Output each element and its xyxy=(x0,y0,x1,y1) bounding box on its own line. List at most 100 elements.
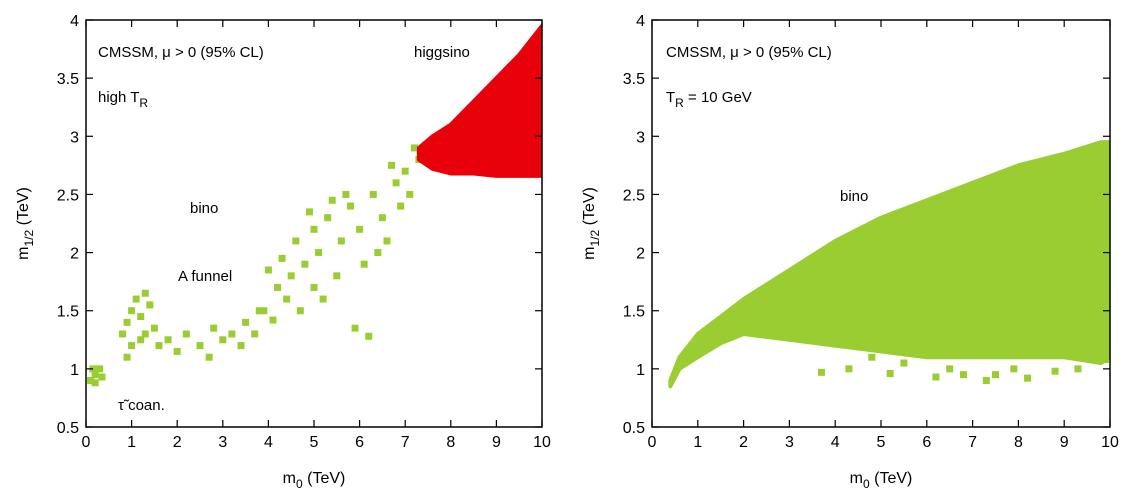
scatter-point xyxy=(141,289,149,297)
scatter-point xyxy=(383,237,391,245)
annotation: τ̃ coan. xyxy=(118,397,165,414)
text-part: τ̃ coan. xyxy=(118,397,165,414)
scatter-point xyxy=(173,347,181,355)
scatter-point xyxy=(1101,356,1109,364)
x-tick-label: 4 xyxy=(831,434,840,451)
scatter-point xyxy=(301,260,309,268)
scatter-point xyxy=(87,376,95,384)
x-tick-label: 0 xyxy=(648,434,657,451)
scatter-point xyxy=(137,313,145,321)
unit: (TeV) xyxy=(303,470,346,487)
text-part: high T xyxy=(98,89,139,106)
subscript: R xyxy=(675,96,684,110)
scatter-point xyxy=(310,225,318,233)
scatter-point xyxy=(118,330,126,338)
scatter-point xyxy=(132,295,140,303)
scatter-point xyxy=(237,342,245,350)
x-tick-label: 3 xyxy=(218,434,227,451)
plot-area xyxy=(87,23,542,387)
annotation: higgsino xyxy=(414,44,470,61)
text-part: CMSSM, μ > 0 (95% CL) xyxy=(666,44,832,61)
annotation: CMSSM, μ > 0 (95% CL) xyxy=(98,44,264,61)
scatter-point xyxy=(378,214,386,222)
x-tick-label: 8 xyxy=(446,434,455,451)
annotation: m0 (TeV) xyxy=(283,470,346,491)
scatter-point xyxy=(410,144,418,152)
plot-frame xyxy=(85,19,543,428)
scatter-point xyxy=(1024,374,1032,382)
scatter-point xyxy=(992,371,999,379)
scatter-point xyxy=(1051,367,1059,375)
annotation: TR = 10 GeV xyxy=(666,89,752,110)
text-part: bino xyxy=(190,200,218,217)
scatter-point xyxy=(1074,365,1082,373)
scatter-point xyxy=(374,249,382,257)
x-tick-label: 4 xyxy=(264,434,273,451)
scatter-point xyxy=(356,225,364,233)
annotation: CMSSM, μ > 0 (95% CL) xyxy=(666,44,832,61)
scatter-point xyxy=(310,283,318,291)
scatter-point xyxy=(155,342,163,350)
scatter-point xyxy=(251,330,259,338)
annotation: m0 (TeV) xyxy=(850,470,913,491)
scatter-point xyxy=(365,332,373,340)
scatter-point xyxy=(868,353,876,361)
x-tick-label: 5 xyxy=(310,434,319,451)
y-tick-label: 1 xyxy=(636,362,645,379)
x-tick-label: 5 xyxy=(877,434,886,451)
annotation: bino xyxy=(190,200,218,217)
x-tick-label: 10 xyxy=(533,434,551,451)
text-part: A funnel xyxy=(178,268,232,285)
scatter-point xyxy=(296,307,304,315)
x-tick-label: 7 xyxy=(401,434,410,451)
y-tick-label: 0.5 xyxy=(623,420,645,437)
x-tick-label: 6 xyxy=(922,434,931,451)
subscript: R xyxy=(139,96,148,110)
scatter-point xyxy=(817,368,825,376)
x-tick-label: 10 xyxy=(1101,434,1119,451)
scatter-point xyxy=(128,342,136,350)
scatter-point xyxy=(932,373,940,381)
scatter-point xyxy=(351,324,359,332)
y-tick-label: 4 xyxy=(70,13,79,30)
scatter-point xyxy=(886,370,894,378)
annotation: high TR xyxy=(98,89,148,110)
y-tick-label: 3.5 xyxy=(623,71,645,88)
text-part: m xyxy=(850,470,863,487)
plot-area xyxy=(668,140,1110,389)
scatter-point xyxy=(205,353,213,361)
scatter-point xyxy=(959,371,967,379)
scatter-point xyxy=(123,353,131,361)
scatter-point xyxy=(292,237,300,245)
subscript: 1/2 xyxy=(588,230,602,247)
x-tick-label: 7 xyxy=(968,434,977,451)
scatter-point xyxy=(219,336,227,344)
scatter-point xyxy=(242,318,250,326)
scatter-region xyxy=(416,23,542,178)
scatter-point xyxy=(324,214,332,222)
scatter-point xyxy=(342,190,350,198)
y-tick-label: 2.5 xyxy=(623,187,645,204)
text-part: higgsino xyxy=(414,44,470,61)
scatter-point xyxy=(392,179,400,187)
annotation: m1/2 (TeV) xyxy=(15,187,36,260)
x-tick-label: 8 xyxy=(1014,434,1023,451)
text-part: m xyxy=(283,470,296,487)
scatter-point xyxy=(269,316,277,324)
scatter-point xyxy=(369,190,377,198)
scatter-point xyxy=(278,254,286,262)
scatter-point xyxy=(164,336,172,344)
subscript: 0 xyxy=(863,477,870,491)
scatter-point xyxy=(141,330,149,338)
y-tick-label: 2 xyxy=(636,246,645,263)
unit: (TeV) xyxy=(15,187,32,230)
scatter-point xyxy=(337,237,345,245)
subscript: 0 xyxy=(296,477,303,491)
x-tick-label: 9 xyxy=(1060,434,1069,451)
x-tick-label: 3 xyxy=(785,434,794,451)
scatter-point xyxy=(406,190,414,198)
scatter-point xyxy=(333,272,341,280)
scatter-point xyxy=(360,260,368,268)
text-part: m xyxy=(15,247,32,260)
